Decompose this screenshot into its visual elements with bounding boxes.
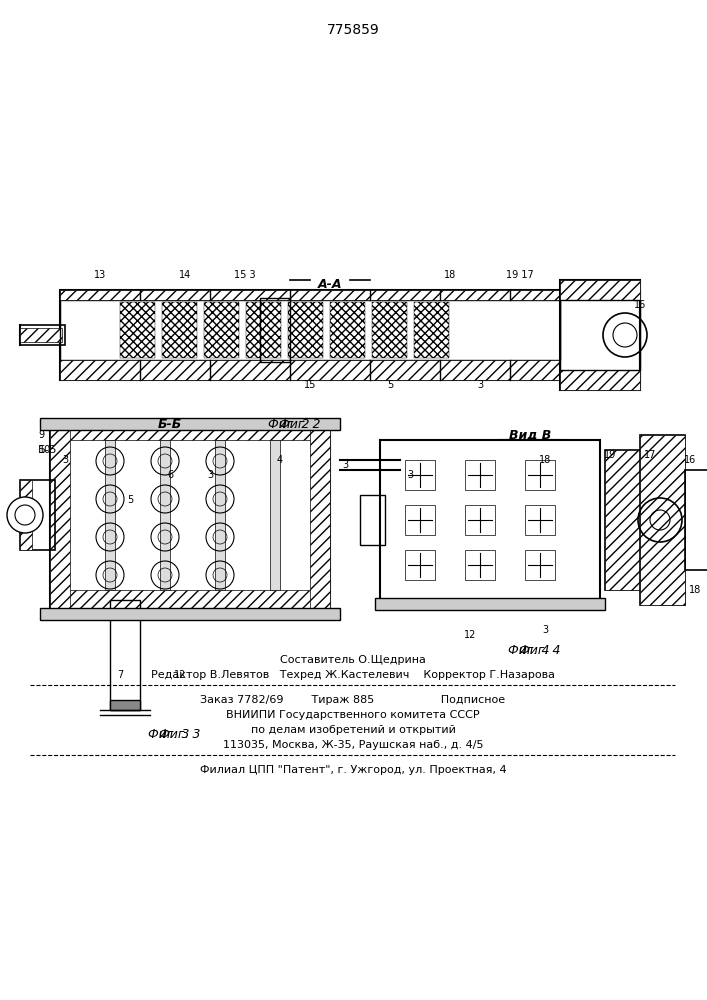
- Bar: [414, 302, 449, 358]
- Bar: [288, 302, 323, 358]
- Bar: [110, 700, 140, 710]
- Text: Фиг. 4: Фиг. 4: [508, 644, 549, 656]
- Bar: [204, 302, 239, 358]
- Bar: [50, 420, 330, 610]
- Bar: [360, 495, 385, 545]
- Text: 4: 4: [277, 455, 283, 465]
- Text: Фиг. 2: Фиг. 2: [279, 418, 321, 432]
- Bar: [160, 440, 170, 590]
- Bar: [60, 290, 640, 380]
- Text: Филиал ЦПП "Патент", г. Ужгород, ул. Проектная, 4: Филиал ЦПП "Патент", г. Ужгород, ул. Про…: [199, 765, 506, 775]
- Text: 775859: 775859: [327, 23, 380, 37]
- Text: 5: 5: [387, 380, 393, 390]
- Bar: [560, 280, 640, 390]
- Bar: [605, 450, 640, 590]
- Text: 7: 7: [117, 670, 123, 680]
- Bar: [105, 440, 115, 590]
- Text: Составитель О.Щедрина: Составитель О.Щедрина: [280, 655, 426, 665]
- Bar: [50, 590, 330, 610]
- Bar: [270, 440, 280, 590]
- Text: Б-Б: Б-Б: [158, 418, 182, 432]
- Text: 3: 3: [207, 470, 213, 480]
- Text: 12: 12: [174, 670, 186, 680]
- Bar: [20, 328, 62, 342]
- Bar: [405, 505, 435, 535]
- Text: Заказ 7782/69        Тираж 885                   Подписное: Заказ 7782/69 Тираж 885 Подписное: [201, 695, 506, 705]
- Bar: [405, 460, 435, 490]
- Text: 13: 13: [94, 270, 106, 280]
- Bar: [60, 290, 560, 300]
- Bar: [560, 370, 640, 390]
- Text: Б-Б: Б-Б: [38, 445, 57, 455]
- Bar: [525, 460, 555, 490]
- Bar: [405, 550, 435, 580]
- Text: 18: 18: [444, 270, 456, 280]
- Bar: [640, 435, 685, 605]
- Bar: [330, 302, 365, 358]
- Bar: [605, 450, 640, 590]
- Text: по делам изобретений и открытий: по делам изобретений и открытий: [250, 725, 455, 735]
- Bar: [685, 470, 707, 570]
- Text: А-А: А-А: [317, 278, 342, 292]
- Bar: [40, 608, 340, 620]
- Text: 15 3: 15 3: [234, 270, 256, 280]
- Bar: [50, 420, 330, 440]
- Text: 17: 17: [644, 450, 656, 460]
- Bar: [375, 598, 605, 610]
- Text: 3: 3: [477, 380, 483, 390]
- Bar: [20, 480, 55, 550]
- Circle shape: [7, 497, 43, 533]
- Bar: [380, 440, 600, 600]
- Bar: [60, 360, 560, 380]
- Text: 3: 3: [542, 625, 548, 635]
- Text: 16: 16: [684, 455, 696, 465]
- Bar: [372, 302, 407, 358]
- Bar: [120, 302, 155, 358]
- Text: 19 17: 19 17: [506, 270, 534, 280]
- Text: Фиг. 2: Фиг. 2: [268, 418, 310, 432]
- Text: Фиг. 3: Фиг. 3: [159, 728, 201, 742]
- Bar: [640, 435, 685, 605]
- Text: 19: 19: [604, 450, 616, 460]
- Text: 12: 12: [464, 630, 477, 640]
- Text: 3: 3: [407, 470, 413, 480]
- Bar: [20, 325, 65, 345]
- Text: 3: 3: [342, 460, 348, 470]
- Bar: [560, 280, 640, 300]
- Bar: [465, 460, 495, 490]
- Text: 18: 18: [689, 585, 701, 595]
- Bar: [560, 300, 640, 370]
- Bar: [110, 600, 140, 710]
- Text: 15: 15: [304, 380, 316, 390]
- Text: Вид В: Вид В: [509, 428, 551, 442]
- Bar: [215, 440, 225, 590]
- Text: Редактор В.Левятов   Техред Ж.Кастелевич    Корректор Г.Назарова: Редактор В.Левятов Техред Ж.Кастелевич К…: [151, 670, 555, 680]
- Bar: [525, 505, 555, 535]
- Bar: [260, 298, 290, 362]
- Text: 6: 6: [167, 470, 173, 480]
- Text: 14: 14: [179, 270, 191, 280]
- Text: 10: 10: [39, 445, 51, 455]
- Text: 16: 16: [634, 300, 646, 310]
- Text: 113035, Москва, Ж-35, Раушская наб., д. 4/5: 113035, Москва, Ж-35, Раушская наб., д. …: [223, 740, 484, 750]
- Text: 9: 9: [38, 430, 44, 440]
- Text: 3: 3: [62, 455, 68, 465]
- Bar: [310, 420, 330, 610]
- Bar: [60, 300, 560, 360]
- Bar: [162, 302, 197, 358]
- Text: Фиг. 3: Фиг. 3: [148, 728, 189, 742]
- Text: 18: 18: [539, 455, 551, 465]
- Bar: [525, 550, 555, 580]
- Bar: [246, 302, 281, 358]
- Bar: [20, 480, 32, 550]
- Text: ВНИИПИ Государственного комитета СССР: ВНИИПИ Государственного комитета СССР: [226, 710, 480, 720]
- Bar: [50, 420, 70, 610]
- Bar: [40, 418, 340, 430]
- Bar: [465, 505, 495, 535]
- Text: 5: 5: [127, 495, 133, 505]
- Text: Фиг. 4: Фиг. 4: [519, 644, 561, 656]
- Bar: [465, 550, 495, 580]
